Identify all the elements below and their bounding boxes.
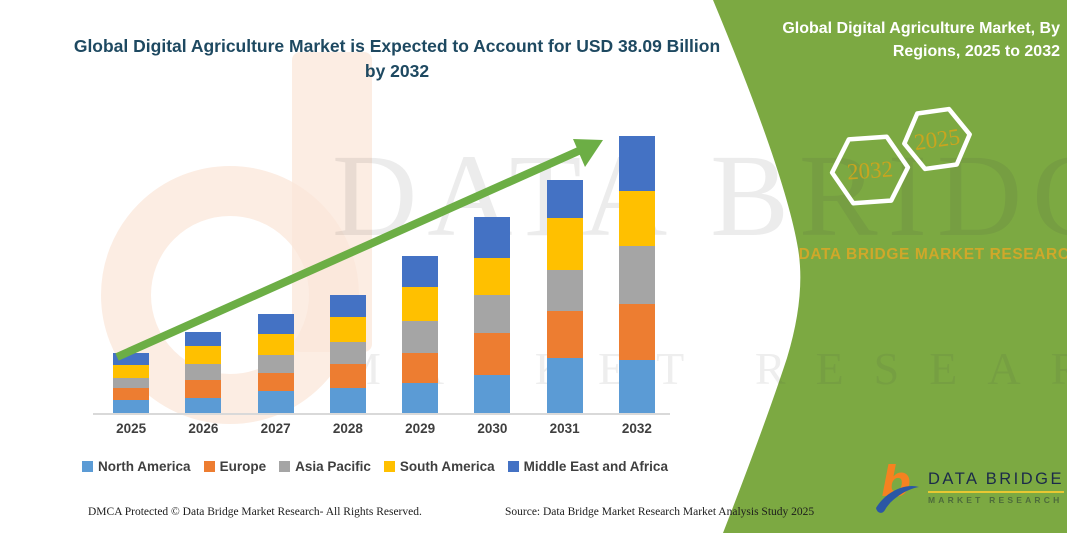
segment-europe-2030: [474, 333, 511, 375]
segment-south-america-2031: [546, 218, 583, 270]
segment-europe-2032: [618, 303, 655, 360]
legend-item-north-america: North America: [82, 459, 191, 474]
x-label-2029: 2029: [405, 421, 436, 436]
chart-title: Global Digital Agriculture Market is Exp…: [73, 36, 721, 81]
hexagon-2025-label: 2025: [913, 124, 962, 155]
legend-swatch-north-america: [82, 461, 94, 472]
trend-arrow: [115, 139, 603, 361]
legend-swatch-south-america: [383, 461, 395, 472]
stacked-bar-2032: [618, 135, 655, 413]
legend-label-europe: Europe: [219, 459, 267, 474]
segment-middle-east-and-africa-2029: [402, 256, 439, 287]
segment-north-america-2026: [185, 397, 222, 413]
sidebar-brand-text: DATA BRIDGE MARKET RESEARCH: [798, 246, 1067, 263]
segment-asia-pacific-2032: [618, 246, 655, 304]
bar-slot-2032: [601, 135, 673, 413]
legend-label-north-america: North America: [98, 459, 191, 474]
stacked-bar-2030: [474, 216, 511, 413]
segment-south-america-2032: [618, 191, 655, 247]
segment-asia-pacific-2031: [546, 269, 583, 312]
footer-source: Source: Data Bridge Market Research Mark…: [505, 506, 815, 518]
legend-label-asia-pacific: Asia Pacific: [295, 459, 371, 474]
legend-label-middle-east-and-africa: Middle East and Africa: [523, 459, 668, 474]
x-label-2027: 2027: [260, 421, 291, 436]
x-label-2031: 2031: [549, 421, 580, 436]
hexagon-badges: 2032 2025: [829, 106, 972, 206]
segment-europe-2031: [546, 311, 583, 358]
segment-middle-east-and-africa-2031: [546, 179, 583, 219]
segment-north-america-2032: [618, 359, 655, 413]
segment-asia-pacific-2025: [113, 378, 150, 389]
hexagon-2032: 2032: [829, 134, 911, 206]
legend-swatch-middle-east-and-africa: [507, 461, 519, 472]
x-label-2030: 2030: [477, 421, 508, 436]
segment-europe-2026: [185, 379, 222, 398]
x-label-2028: 2028: [332, 421, 363, 436]
legend-label-south-america: South America: [399, 459, 495, 474]
x-axis-line: [93, 413, 670, 415]
segment-middle-east-and-africa-2032: [618, 135, 655, 192]
hexagon-2032-label: 2032: [846, 156, 894, 184]
segment-north-america-2025: [113, 399, 150, 413]
segment-europe-2029: [402, 352, 439, 384]
x-label-2025: 2025: [116, 421, 147, 436]
legend-item-europe: Europe: [203, 459, 267, 474]
legend: North America Europe Asia Pacific South Ame…: [60, 459, 690, 474]
legend-swatch-europe: [203, 461, 215, 472]
sidebar-title: Global Digital Agriculture Market, By Re…: [782, 20, 1060, 61]
bar-slot-2030: [456, 216, 528, 413]
legend-item-asia-pacific: Asia Pacific: [279, 459, 371, 474]
hexagon-2025: 2025: [902, 106, 972, 172]
bar-slot-2031: [529, 179, 601, 413]
databridge-logo: b DATA BRIDGE MARKET RESEARCH: [872, 460, 1064, 514]
segment-south-america-2030: [474, 258, 511, 295]
segment-north-america-2031: [546, 357, 583, 413]
logo-subtitle: MARKET RESEARCH: [928, 494, 1063, 505]
segment-north-america-2030: [474, 374, 511, 413]
stacked-bar-2031: [546, 179, 583, 413]
segment-asia-pacific-2029: [402, 321, 439, 353]
segment-north-america-2027: [257, 391, 294, 413]
segment-south-america-2029: [402, 286, 439, 322]
segment-europe-2027: [257, 373, 294, 392]
legend-swatch-asia-pacific: [279, 461, 291, 472]
x-axis-labels: 2025 2026 2027 2028 2029 2030 2031 2032: [95, 421, 673, 436]
x-label-2026: 2026: [188, 421, 219, 436]
stacked-bar-2029: [402, 256, 439, 413]
segment-asia-pacific-2030: [474, 294, 511, 333]
segment-europe-2025: [113, 388, 150, 400]
bar-slot-2029: [384, 256, 456, 413]
legend-item-middle-east-and-africa: Middle East and Africa: [507, 459, 668, 474]
x-label-2032: 2032: [621, 421, 652, 436]
footer-copyright: DMCA Protected © Data Bridge Market Rese…: [88, 506, 422, 518]
segment-north-america-2028: [329, 388, 366, 413]
segment-north-america-2029: [402, 383, 439, 413]
logo-name: DATA BRIDGE: [928, 469, 1064, 488]
legend-item-south-america: South America: [383, 459, 495, 474]
side-panel-shape: [713, 0, 1067, 533]
databridge-logo-mark: b: [876, 460, 919, 513]
segment-middle-east-and-africa-2030: [474, 216, 511, 259]
logo-divider: [928, 490, 1064, 493]
